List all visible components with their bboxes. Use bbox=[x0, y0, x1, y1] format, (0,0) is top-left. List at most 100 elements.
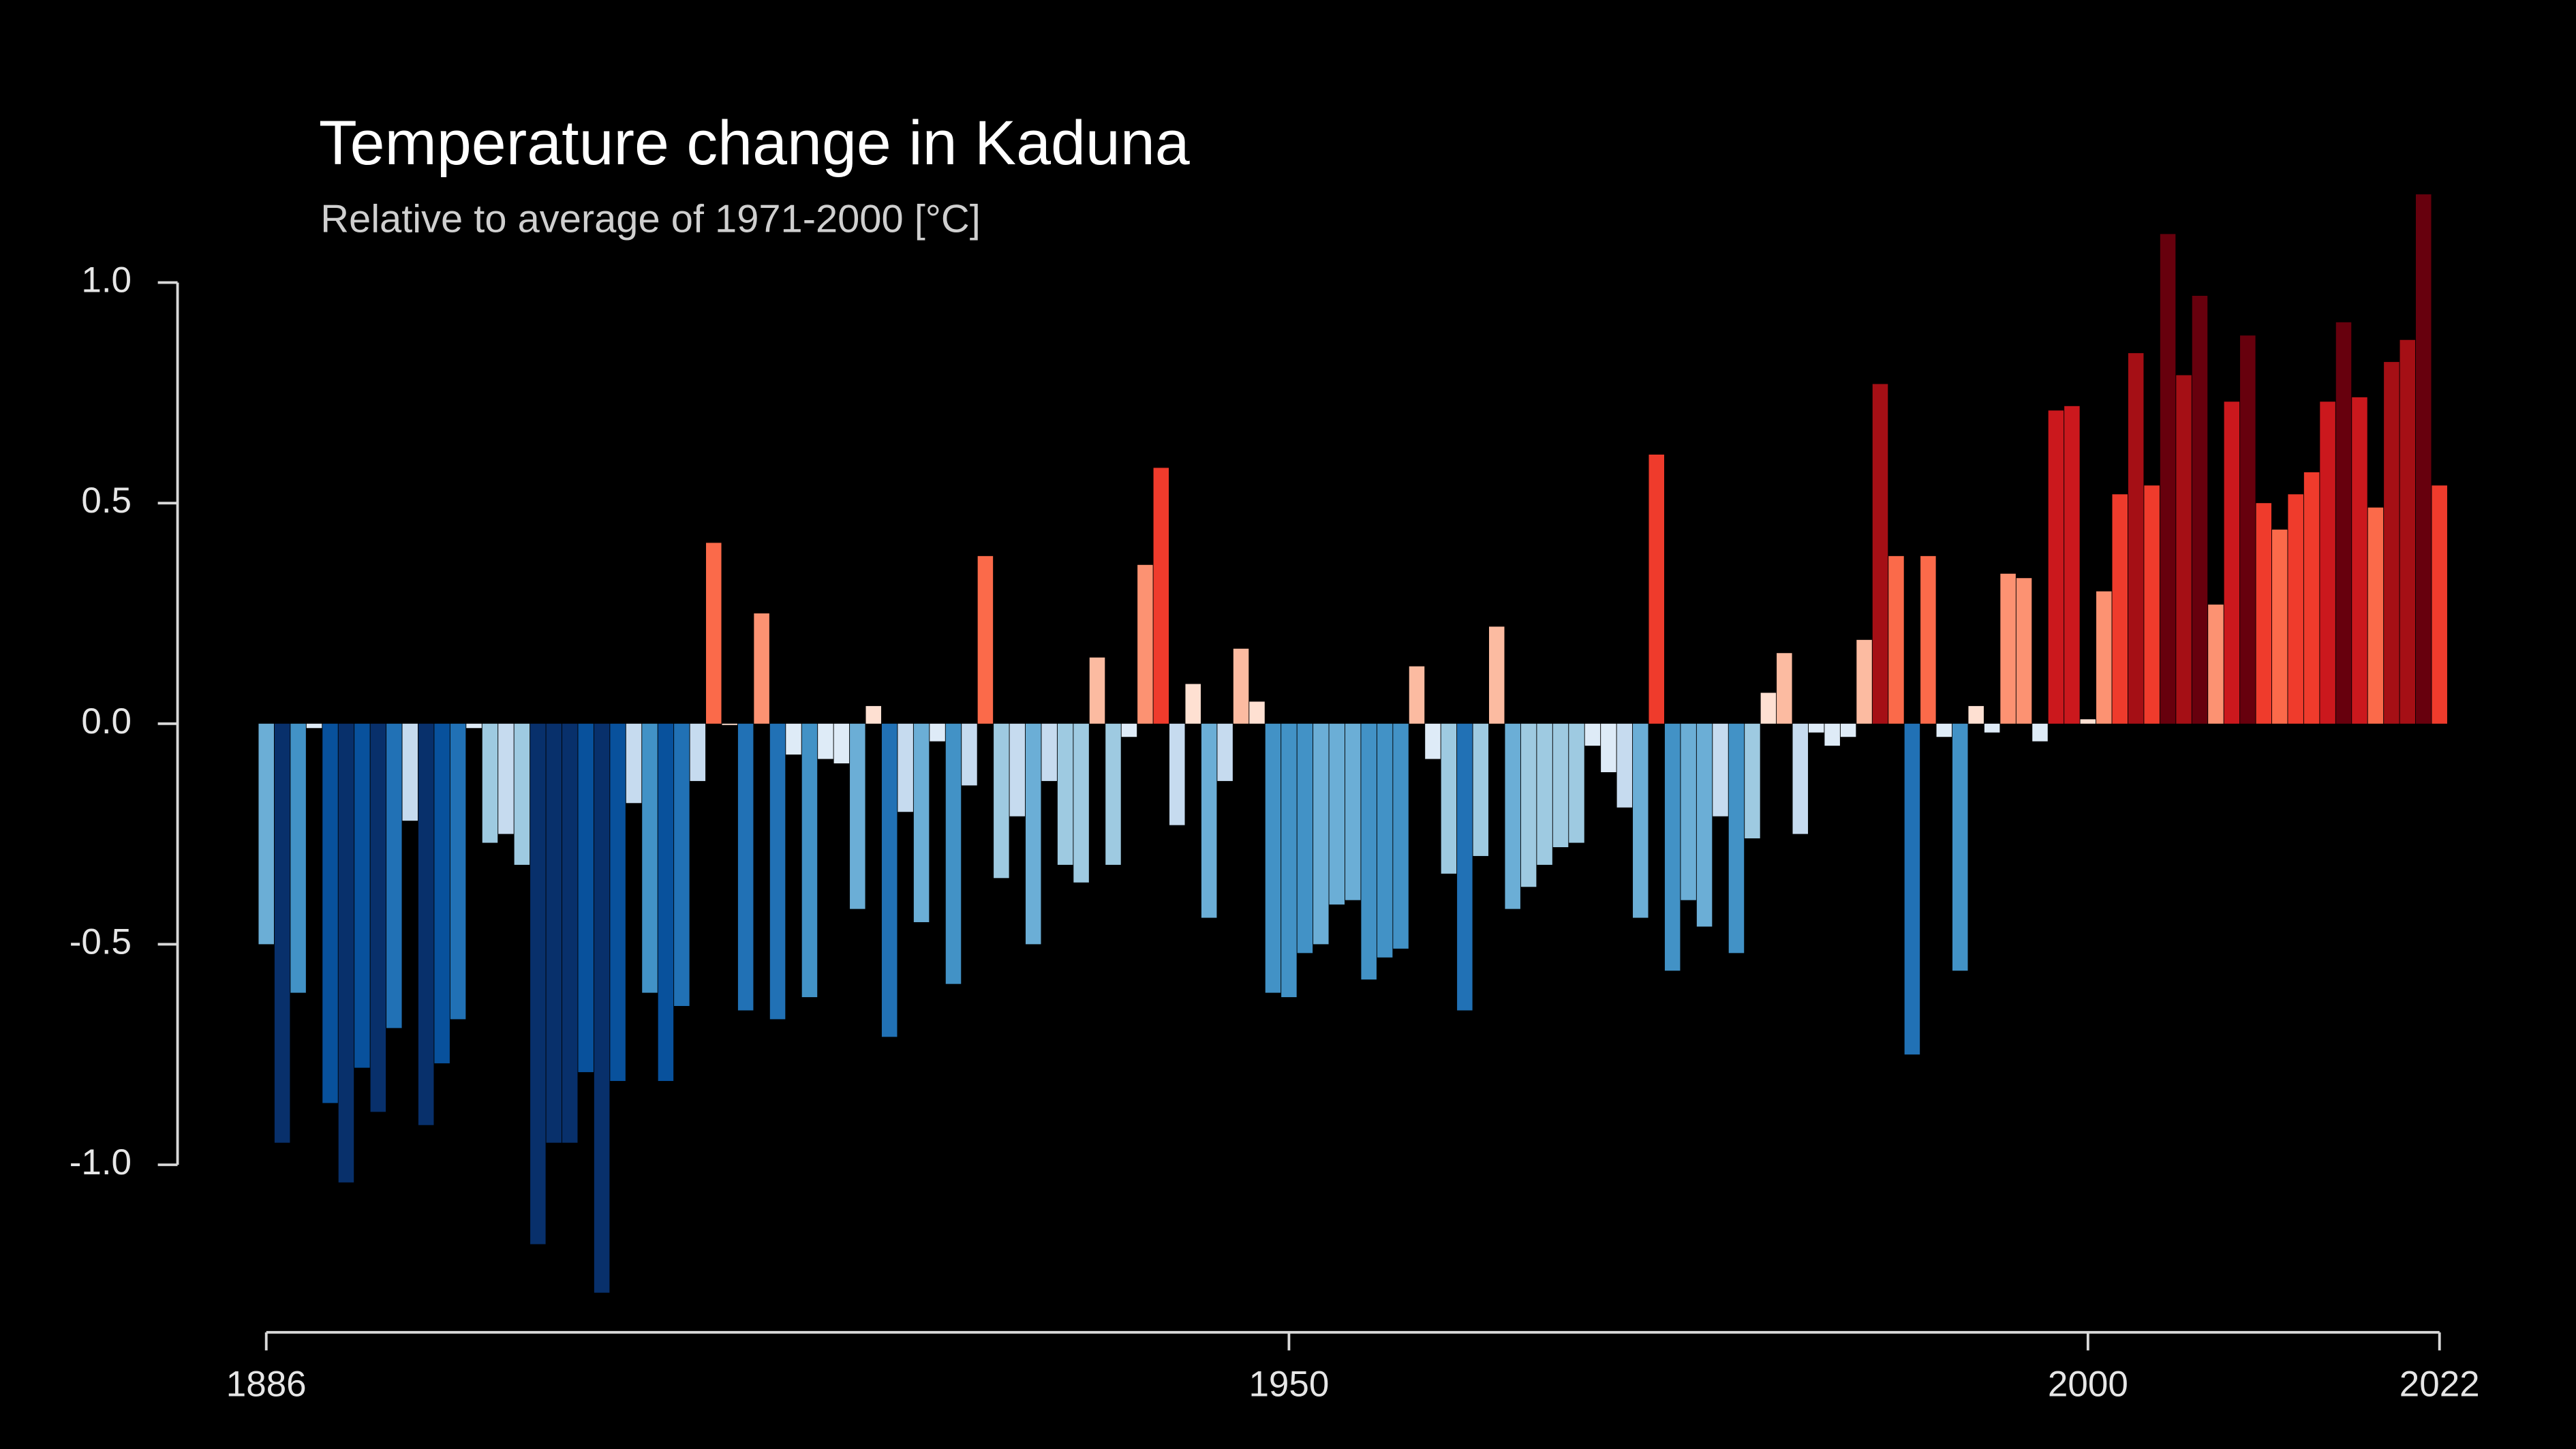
bar bbox=[2303, 472, 2320, 724]
bar bbox=[642, 723, 658, 993]
bar bbox=[2080, 719, 2096, 724]
bar bbox=[1952, 723, 1968, 971]
bar bbox=[1888, 555, 1904, 724]
bar bbox=[1185, 684, 1201, 724]
bar bbox=[1073, 723, 1089, 883]
bar bbox=[1393, 723, 1409, 949]
bar bbox=[1984, 723, 2000, 733]
bar bbox=[1968, 705, 1984, 724]
bar bbox=[2144, 485, 2160, 724]
bar bbox=[1840, 723, 1856, 737]
bar bbox=[402, 723, 418, 821]
bar bbox=[1009, 723, 1026, 817]
bar bbox=[562, 723, 578, 1143]
bar bbox=[1361, 723, 1377, 980]
bar bbox=[1281, 723, 1297, 998]
bar bbox=[818, 723, 833, 759]
bar bbox=[434, 723, 450, 1064]
bar bbox=[610, 723, 626, 1082]
bar bbox=[1601, 723, 1616, 772]
bar bbox=[1760, 692, 1777, 724]
bar bbox=[1537, 723, 1552, 865]
bar bbox=[1473, 723, 1489, 856]
bar bbox=[881, 723, 898, 1037]
bar bbox=[1425, 723, 1441, 759]
bar bbox=[530, 723, 546, 1245]
bar bbox=[1808, 723, 1824, 733]
bar bbox=[1089, 657, 1105, 724]
bar bbox=[2000, 573, 2016, 724]
bar bbox=[2192, 296, 2208, 724]
bar bbox=[1041, 723, 1057, 781]
bar bbox=[865, 705, 882, 724]
bar bbox=[482, 723, 498, 843]
bar bbox=[833, 723, 850, 764]
bar bbox=[962, 723, 977, 786]
bar bbox=[1121, 723, 1137, 737]
bar bbox=[2288, 494, 2303, 724]
bar bbox=[338, 723, 354, 1183]
bar bbox=[786, 723, 801, 755]
bar bbox=[1872, 384, 1888, 724]
bar bbox=[1920, 555, 1936, 724]
bar bbox=[1441, 723, 1457, 874]
bar bbox=[1616, 723, 1633, 808]
bar bbox=[1505, 723, 1520, 909]
chart-title: Temperature change in Kaduna bbox=[319, 108, 1190, 178]
bar bbox=[1713, 723, 1728, 817]
bar bbox=[2176, 375, 2192, 724]
bar bbox=[722, 723, 737, 725]
bar bbox=[1105, 723, 1121, 865]
bar bbox=[1409, 666, 1425, 724]
chart-subtitle: Relative to average of 1971-2000 [°C] bbox=[320, 198, 981, 241]
bar bbox=[706, 543, 722, 724]
bar bbox=[2128, 353, 2144, 724]
bar bbox=[898, 723, 913, 812]
bar bbox=[274, 723, 290, 1143]
bar bbox=[1153, 468, 1169, 724]
bar bbox=[514, 723, 530, 865]
bar bbox=[1728, 723, 1745, 954]
bar bbox=[2224, 401, 2240, 724]
bar bbox=[2112, 494, 2128, 724]
bar bbox=[2048, 410, 2064, 724]
bar bbox=[1057, 723, 1073, 865]
bar bbox=[466, 723, 482, 729]
bar bbox=[2352, 397, 2367, 724]
bar bbox=[690, 723, 706, 781]
bar bbox=[658, 723, 674, 1082]
bar bbox=[1457, 723, 1473, 1011]
bar bbox=[354, 723, 370, 1068]
bar bbox=[1313, 723, 1329, 945]
bar bbox=[1649, 455, 1664, 724]
bar bbox=[1201, 723, 1217, 918]
bar bbox=[1520, 723, 1537, 887]
bar bbox=[1329, 723, 1345, 905]
y-tick-label: -0.5 bbox=[70, 921, 132, 962]
bar bbox=[850, 723, 865, 909]
bar bbox=[2208, 605, 2224, 724]
bar bbox=[2416, 194, 2432, 724]
bar bbox=[2096, 591, 2112, 724]
bar bbox=[1633, 723, 1649, 918]
bar bbox=[1569, 723, 1584, 843]
bar bbox=[1217, 723, 1233, 781]
bar bbox=[2064, 406, 2080, 724]
bar bbox=[737, 723, 754, 1011]
bar bbox=[1904, 723, 1920, 1055]
bar bbox=[626, 723, 642, 804]
bar bbox=[1745, 723, 1760, 839]
x-tick-label: 2022 bbox=[2399, 1364, 2480, 1404]
bar bbox=[913, 723, 930, 923]
bar bbox=[2384, 362, 2399, 724]
y-tick-label: -1.0 bbox=[70, 1142, 132, 1183]
bar bbox=[769, 723, 786, 1020]
bar bbox=[1025, 723, 1041, 945]
bar bbox=[2240, 335, 2256, 724]
bar bbox=[2032, 723, 2048, 742]
bar bbox=[1681, 723, 1696, 900]
bar bbox=[2160, 234, 2176, 724]
bar bbox=[1345, 723, 1361, 900]
bar bbox=[1792, 723, 1809, 834]
x-tick-label: 1950 bbox=[1248, 1364, 1329, 1404]
